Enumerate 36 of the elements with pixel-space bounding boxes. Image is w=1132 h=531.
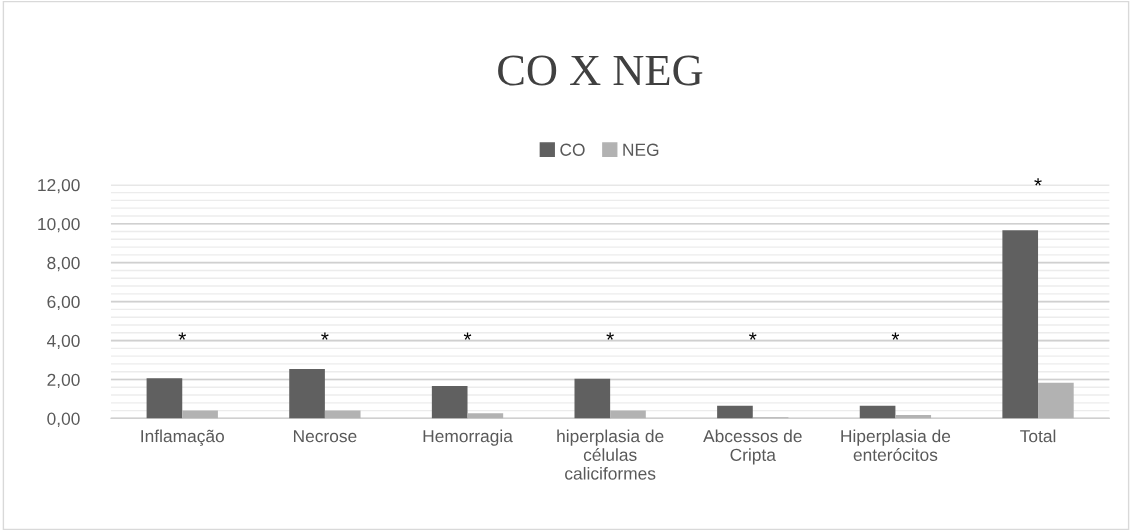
x-tick-label: Inflamação bbox=[141, 429, 224, 446]
bar bbox=[610, 410, 646, 419]
x-tick-label: Hiperplasia de enterócitos bbox=[841, 429, 951, 461]
bar bbox=[146, 378, 183, 419]
annotation: * bbox=[178, 332, 186, 340]
annotation: * bbox=[891, 332, 900, 340]
annotation: * bbox=[1034, 178, 1042, 186]
x-tick-label: Total bbox=[1020, 429, 1056, 443]
bar bbox=[1002, 230, 1039, 419]
bar bbox=[574, 378, 611, 419]
x-tick-label: Hemorragia bbox=[423, 429, 513, 446]
y-tick-label: 12,00 bbox=[38, 178, 80, 194]
y-tick-label: 4,00 bbox=[46, 334, 80, 350]
x-tick-label: Abcessos de Cripta bbox=[703, 429, 802, 465]
x-tick-label: Necrose bbox=[293, 430, 357, 443]
annotation: * bbox=[606, 332, 614, 340]
y-tick-label: 8,00 bbox=[47, 256, 80, 272]
y-tick-label: 2,00 bbox=[47, 373, 80, 388]
chart-title: CO X NEG bbox=[498, 55, 703, 86]
annotation: * bbox=[321, 332, 329, 340]
annotation: * bbox=[749, 332, 757, 340]
y-tick-label: 0,00 bbox=[47, 412, 80, 427]
y-tick-label: 10,00 bbox=[38, 217, 80, 233]
x-tick-label: hiperplasia de células caliciformes bbox=[557, 429, 664, 480]
bar bbox=[431, 385, 468, 419]
bar bbox=[717, 405, 753, 419]
legend-label: NEG bbox=[623, 143, 659, 156]
bar bbox=[324, 410, 361, 419]
bar bbox=[289, 368, 325, 419]
annotation: * bbox=[463, 332, 472, 340]
bar bbox=[182, 410, 218, 419]
bar bbox=[859, 405, 896, 419]
y-tick-label: 6,00 bbox=[47, 295, 80, 311]
legend-label: CO bbox=[560, 143, 585, 156]
bar bbox=[1038, 382, 1074, 419]
bar bbox=[467, 413, 504, 419]
